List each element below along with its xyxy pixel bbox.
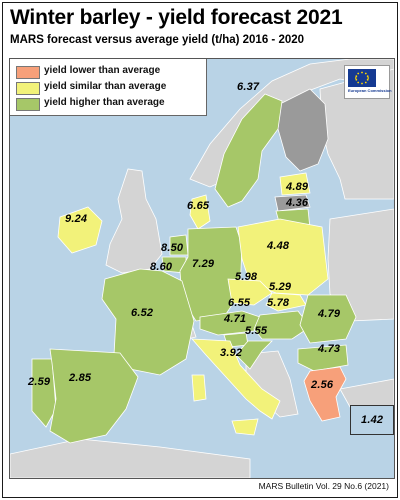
czechia-region — [227, 278, 273, 306]
value-label-cyprus: 1.42 — [361, 414, 384, 426]
sicily-region — [231, 418, 259, 436]
value-label-slovakia: 5.29 — [269, 281, 292, 293]
map-svg — [10, 59, 394, 478]
value-label-estonia: 4.89 — [286, 181, 309, 193]
value-label-austria: 6.55 — [228, 297, 251, 309]
value-label-lithuania: 4.36 — [286, 197, 309, 209]
latvia-region — [274, 194, 311, 212]
value-label-portugal: 2.59 — [28, 376, 51, 388]
value-label-netherlands: 8.50 — [161, 242, 184, 254]
map-subtitle: MARS forecast versus average yield (t/ha… — [10, 34, 305, 46]
value-label-ireland: 9.24 — [65, 213, 88, 225]
slovakia-region — [265, 292, 307, 312]
legend-swatch-higher — [16, 98, 40, 111]
north-africa-region — [10, 438, 251, 478]
legend-swatch-similar — [16, 82, 40, 95]
romania-region — [299, 294, 357, 344]
legend-label-higher: yield higher than average — [44, 97, 165, 108]
value-label-germany: 7.29 — [192, 258, 215, 270]
value-label-croatia: 5.55 — [245, 325, 268, 337]
european-commission-logo: European Commission — [344, 65, 392, 99]
value-label-bulgaria: 4.73 — [318, 343, 341, 355]
value-label-slovenia: 4.71 — [224, 313, 247, 325]
sardinia-region — [191, 374, 207, 402]
hungary-region — [253, 310, 311, 340]
map-area: yield lower than average yield similar t… — [9, 58, 395, 479]
eu-flag-icon — [348, 69, 376, 87]
value-label-france: 6.52 — [131, 307, 154, 319]
portugal-region — [31, 358, 57, 428]
value-label-denmark: 6.65 — [187, 200, 210, 212]
value-label-belgium: 8.60 — [150, 261, 173, 273]
value-label-poland: 4.48 — [267, 240, 290, 252]
value-label-czechia: 5.98 — [235, 271, 258, 283]
legend-label-similar: yield similar than average — [44, 81, 167, 92]
italy-region — [191, 338, 281, 420]
map-title: Winter barley - yield forecast 2021 — [10, 6, 343, 29]
value-label-greece: 2.56 — [311, 379, 334, 391]
croatia-region — [235, 340, 273, 370]
legend-label-lower: yield lower than average — [44, 65, 161, 76]
value-label-spain: 2.85 — [69, 372, 92, 384]
value-label-hungary: 5.78 — [267, 297, 290, 309]
cyprus-inset — [350, 405, 394, 435]
ireland-region — [57, 206, 103, 254]
france-region — [101, 268, 195, 376]
austria-region — [199, 310, 261, 336]
eu-logo-caption: European Commission — [348, 88, 392, 93]
finland-region — [277, 88, 329, 172]
uk-region — [105, 168, 163, 274]
spain-region — [49, 348, 139, 444]
value-label-sweden: 6.37 — [237, 81, 260, 93]
value-label-italy: 3.92 — [220, 347, 243, 359]
value-label-romania: 4.79 — [318, 308, 341, 320]
greece-region — [303, 366, 347, 422]
map-legend: yield lower than average yield similar t… — [10, 59, 207, 116]
bulletin-footer: MARS Bulletin Vol. 29 No.6 (2021) — [258, 481, 389, 491]
estonia-region — [279, 172, 311, 196]
denmark-region — [189, 194, 211, 230]
legend-swatch-lower — [16, 66, 40, 79]
sweden-region — [214, 93, 283, 208]
